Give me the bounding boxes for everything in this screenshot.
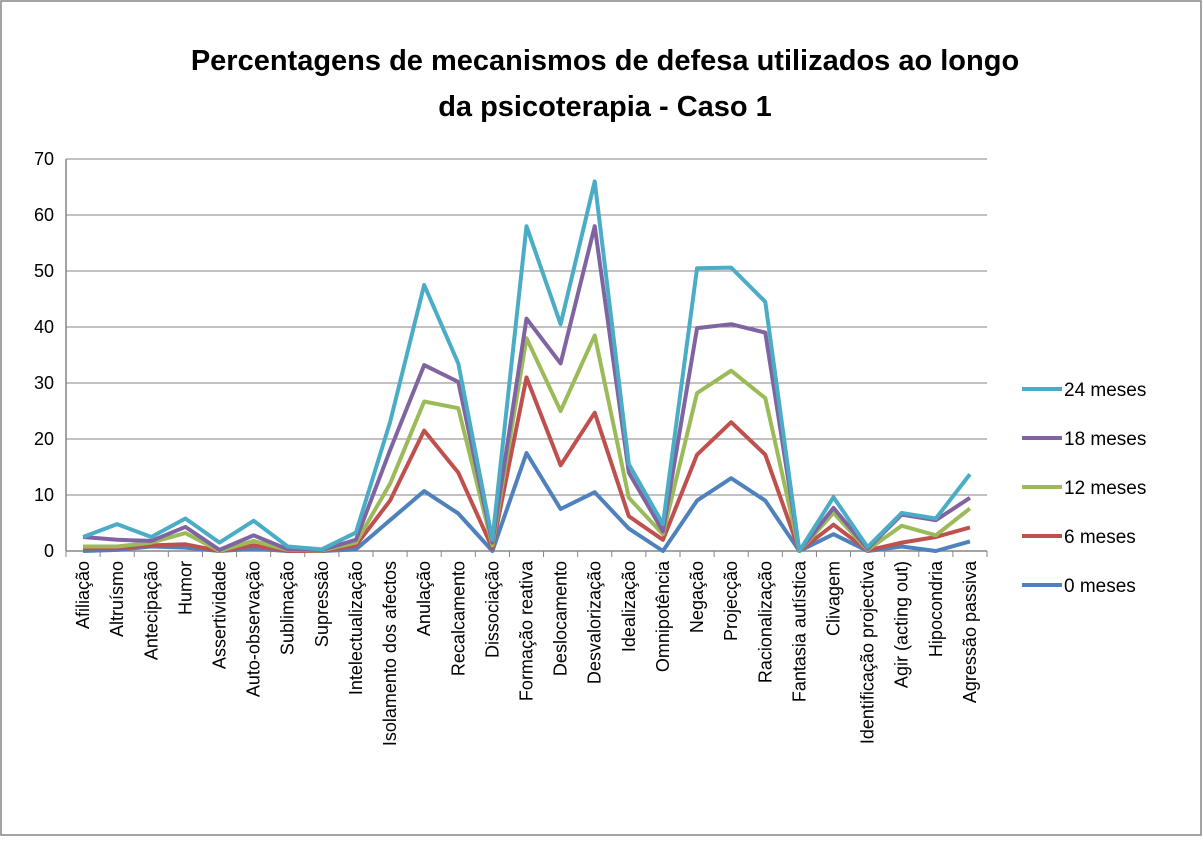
x-tick-label: Racionalização	[755, 561, 775, 683]
x-tick-label: Formação reativa	[517, 560, 537, 701]
x-tick-label: Fantasia autística	[789, 560, 809, 702]
legend-label: 24 meses	[1064, 380, 1146, 401]
y-tick-label: 70	[34, 149, 54, 169]
x-tick-label: Auto-observação	[244, 561, 264, 697]
y-tick-label: 50	[34, 261, 54, 281]
legend-label: 12 meses	[1064, 478, 1146, 499]
y-tick-label: 60	[34, 205, 54, 225]
y-tick-label: 10	[34, 485, 54, 505]
x-tick-label: Isolamento dos afectos	[380, 561, 400, 746]
x-tick-label: Sublimação	[278, 561, 298, 655]
legend-label: 0 meses	[1064, 576, 1136, 597]
legend-label: 18 meses	[1064, 429, 1146, 450]
x-tick-label: Anulação	[414, 561, 434, 636]
x-tick-label: Dissociação	[482, 561, 502, 658]
y-tick-label: 0	[44, 541, 54, 561]
x-tick-label: Clivagem	[824, 561, 844, 636]
series-line	[82, 224, 972, 553]
x-tick-label: Assertividade	[210, 561, 230, 669]
y-tick-label: 40	[34, 317, 54, 337]
x-tick-label: Intelectualização	[346, 561, 366, 695]
x-tick-label: Projecção	[721, 561, 741, 641]
x-tick-label: Idealização	[619, 561, 639, 652]
x-tick-label: Agir (acting out)	[892, 561, 912, 688]
x-tick-label: Agressão passiva	[960, 560, 980, 703]
x-tick-label: Desvalorização	[585, 561, 605, 684]
x-tick-label: Negação	[687, 561, 707, 633]
y-tick-label: 30	[34, 373, 54, 393]
series-line	[83, 333, 972, 553]
chart-title: Percentagens de mecanismos de defesa uti…	[191, 45, 1019, 77]
x-tick-label: Hipocondria	[926, 560, 946, 657]
x-tick-label: Omnipotência	[653, 560, 673, 672]
chart-title: da psicoterapia - Caso 1	[438, 91, 772, 123]
x-tick-label: Humor	[175, 561, 195, 615]
legend-label: 6 meses	[1064, 527, 1136, 548]
x-tick-label: Afiliação	[73, 561, 93, 629]
x-tick-label: Altruísmo	[107, 561, 127, 637]
x-tick-label: Recalcamento	[448, 561, 468, 676]
x-tick-label: Identificação projectiva	[858, 560, 878, 744]
x-tick-label: Deslocamento	[551, 561, 571, 676]
series-line	[82, 179, 972, 553]
x-tick-label: Supressão	[312, 561, 332, 647]
y-tick-label: 20	[34, 429, 54, 449]
x-tick-label: Antecipação	[141, 561, 161, 660]
